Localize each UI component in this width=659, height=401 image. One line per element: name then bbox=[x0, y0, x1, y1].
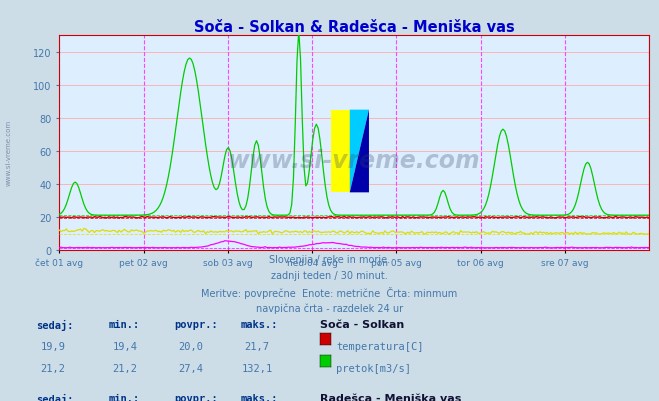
Text: 21,2: 21,2 bbox=[113, 363, 138, 373]
Polygon shape bbox=[350, 110, 369, 193]
Text: www.si-vreme.com: www.si-vreme.com bbox=[5, 119, 11, 185]
Text: www.si-vreme.com: www.si-vreme.com bbox=[228, 148, 480, 172]
Title: Soča - Solkan & Radešca - Meniška vas: Soča - Solkan & Radešca - Meniška vas bbox=[194, 20, 515, 35]
Text: 20,0: 20,0 bbox=[179, 341, 204, 351]
Text: navpična črta - razdelek 24 ur: navpična črta - razdelek 24 ur bbox=[256, 303, 403, 313]
Text: povpr.:: povpr.: bbox=[175, 393, 218, 401]
Text: maks.:: maks.: bbox=[241, 319, 278, 329]
Text: 19,9: 19,9 bbox=[40, 341, 65, 351]
Text: Slovenija / reke in morje.: Slovenija / reke in morje. bbox=[269, 255, 390, 265]
Text: pretok[m3/s]: pretok[m3/s] bbox=[336, 363, 411, 373]
Polygon shape bbox=[350, 110, 369, 193]
Text: povpr.:: povpr.: bbox=[175, 319, 218, 329]
Text: min.:: min.: bbox=[109, 319, 140, 329]
Text: 21,7: 21,7 bbox=[244, 341, 270, 351]
Text: sedaj:: sedaj: bbox=[36, 393, 74, 401]
Text: 21,2: 21,2 bbox=[40, 363, 65, 373]
Text: sedaj:: sedaj: bbox=[36, 319, 74, 330]
Text: maks.:: maks.: bbox=[241, 393, 278, 401]
Text: 132,1: 132,1 bbox=[241, 363, 273, 373]
Text: Meritve: povprečne  Enote: metrične  Črta: minmum: Meritve: povprečne Enote: metrične Črta:… bbox=[202, 287, 457, 299]
Text: 19,4: 19,4 bbox=[113, 341, 138, 351]
Text: temperatura[C]: temperatura[C] bbox=[336, 341, 424, 351]
Text: Radešca - Meniška vas: Radešca - Meniška vas bbox=[320, 393, 461, 401]
Text: Soča - Solkan: Soča - Solkan bbox=[320, 319, 404, 329]
Text: min.:: min.: bbox=[109, 393, 140, 401]
Text: zadnji teden / 30 minut.: zadnji teden / 30 minut. bbox=[271, 271, 388, 281]
Text: 27,4: 27,4 bbox=[179, 363, 204, 373]
Bar bbox=[331, 110, 350, 193]
